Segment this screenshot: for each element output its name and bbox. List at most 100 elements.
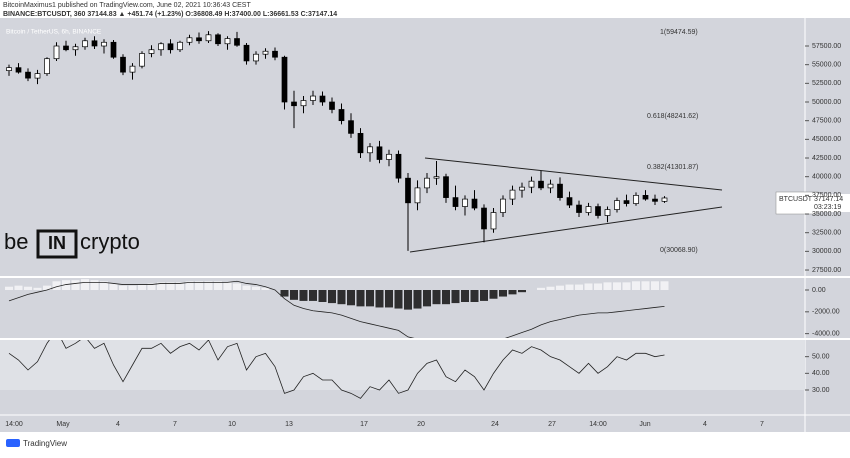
x-tick-label: 14:00 <box>589 421 607 428</box>
candle-body <box>576 204 582 213</box>
macd-bar <box>204 281 213 290</box>
y-tick-label: 57500.00 <box>812 43 841 50</box>
y-tick-label: 50.00 <box>812 354 830 361</box>
candle-body <box>528 180 535 188</box>
macd-bar <box>442 290 450 305</box>
candle-body <box>433 176 440 179</box>
macd-bar <box>128 285 137 290</box>
macd-bar <box>584 283 593 290</box>
macd-bar <box>651 281 659 290</box>
candle-body <box>300 100 307 107</box>
macd-bar <box>470 290 479 302</box>
candle-body <box>44 58 50 74</box>
symbol-line: BINANCE:BTCUSDT, 360 37144.83 ▲ +451.74 … <box>3 11 337 18</box>
candle-body <box>642 195 649 200</box>
candle-body <box>614 200 620 210</box>
macd-bar <box>195 281 203 290</box>
candle-body <box>414 187 421 204</box>
x-tick-label: 7 <box>173 421 177 428</box>
macd-bar <box>328 290 336 304</box>
y-tick-label: 32500.00 <box>812 230 841 237</box>
price-tag <box>812 194 850 212</box>
macd-bar <box>242 285 251 290</box>
x-tick-label: 7 <box>760 421 764 428</box>
macd-bar <box>432 290 441 305</box>
macd-bar <box>5 286 13 290</box>
candle-body <box>652 198 658 202</box>
candle-body <box>443 176 449 198</box>
candle-body <box>91 40 98 47</box>
macd-bar <box>622 282 631 290</box>
macd-bar <box>508 290 517 295</box>
candle-body <box>53 45 60 60</box>
candle-body <box>547 183 554 189</box>
macd-bar <box>176 282 184 290</box>
macd-bar <box>109 283 118 290</box>
macd-bar <box>337 290 346 305</box>
candle-body <box>139 53 145 67</box>
logo <box>6 439 20 447</box>
time-axis <box>0 415 850 432</box>
candle-body <box>538 180 544 189</box>
macd-bar <box>52 281 61 290</box>
macd-bar <box>214 281 222 290</box>
candle-body <box>329 101 335 110</box>
x-tick-label: May <box>56 421 70 428</box>
macd-bar <box>641 281 650 290</box>
candle-body <box>395 153 402 179</box>
candle-body <box>500 198 506 213</box>
macd-bar <box>575 284 583 290</box>
macd-bar <box>43 285 51 290</box>
macd-bar <box>100 281 108 290</box>
x-tick-label: 13 <box>285 421 293 428</box>
macd-bar <box>252 286 260 290</box>
y-tick-label: 47500.00 <box>812 118 841 125</box>
candle-body <box>348 120 354 134</box>
macd-bar <box>594 283 602 290</box>
y-tick-label: 40.00 <box>812 370 830 377</box>
macd-bar <box>385 290 393 308</box>
candle-body <box>215 34 221 45</box>
x-tick-label: 20 <box>417 421 425 428</box>
macd-bar <box>90 280 99 290</box>
x-tick-label: 17 <box>360 421 368 428</box>
macd-bar <box>632 281 640 290</box>
macd-bar <box>223 282 232 290</box>
candle-body <box>519 186 525 191</box>
x-tick-label: Jun <box>639 421 650 428</box>
candle-body <box>272 50 278 58</box>
macd-line <box>8 280 665 338</box>
macd <box>5 279 669 338</box>
macd-bar <box>166 282 175 290</box>
rsi-line <box>8 340 665 399</box>
candle-body <box>101 41 107 47</box>
candle-body <box>63 45 69 51</box>
macd-bar <box>375 290 384 308</box>
candle-body <box>386 153 392 160</box>
candle-body <box>15 67 22 73</box>
macd-bar <box>546 286 555 290</box>
x-tick-label: 4 <box>703 421 707 428</box>
candle-body <box>604 209 611 216</box>
macd-bar <box>451 290 460 304</box>
macd-bar <box>290 290 298 300</box>
candle-body <box>34 73 41 79</box>
macd-bar <box>423 290 431 307</box>
price-axis <box>805 18 850 415</box>
watermark-box-text: IN <box>48 233 66 253</box>
y-tick-label: 37500.00 <box>812 192 841 199</box>
candle-body <box>120 56 126 73</box>
x-tick-label: 4 <box>116 421 120 428</box>
candle-body <box>623 200 630 204</box>
candle-body <box>471 198 478 209</box>
fib-label: 1(59474.59) <box>660 29 698 36</box>
candle-body <box>405 177 411 204</box>
macd-bar <box>480 290 488 301</box>
candle-body <box>167 43 174 51</box>
candle-body <box>310 95 316 101</box>
y-tick-label: 42500.00 <box>812 155 841 162</box>
y-tick-label: 27500.00 <box>812 267 841 274</box>
candle-body <box>196 37 202 42</box>
candle-body <box>262 50 269 55</box>
